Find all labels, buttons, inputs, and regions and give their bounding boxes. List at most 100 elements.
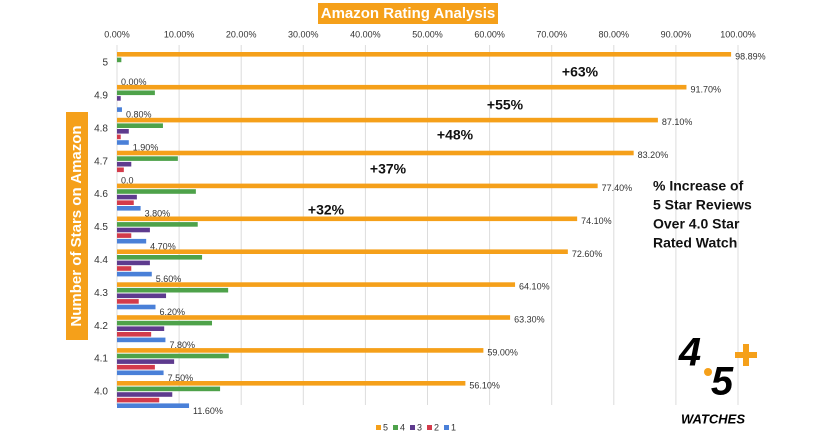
bar [117,84,687,90]
logo-plus [735,344,757,366]
bar [117,200,134,205]
value-label: 91.70% [690,84,721,94]
annotation: +32% [308,202,345,218]
value-label: 3.80% [145,208,171,218]
bar [117,129,129,134]
y-tick-label: 4.4 [94,255,108,266]
value-label: 63.30% [514,315,545,325]
bar [117,287,229,293]
title-box [318,3,498,24]
x-tick-label: 90.00% [661,29,692,39]
bar [117,392,173,397]
bar [117,326,165,331]
bar [117,266,132,271]
bar [117,107,122,112]
value-label: 83.20% [638,150,669,160]
bar [117,150,634,156]
x-tick-label: 20.00% [226,29,257,39]
note-line: Rated Watch [653,235,737,251]
bar [117,90,155,96]
y-tick-label: 4.5 [94,222,108,233]
value-label: 0.0 [121,175,134,185]
value-label: 64.10% [519,282,550,292]
x-tick-label: 40.00% [350,29,381,39]
bar [117,386,221,392]
x-tick-label: 100.00% [720,29,756,39]
note-line: % Increase of [653,178,744,194]
value-label: 0.00% [121,77,147,87]
value-label: 5.60% [156,274,182,284]
annotation: +55% [487,97,524,113]
x-tick-label: 50.00% [412,29,443,39]
bar [117,194,137,200]
note-line: 5 Star Reviews [653,197,752,213]
logo-4: 4 [678,331,701,375]
logo-5: 5 [711,360,734,404]
bar [117,381,466,386]
bar [117,282,516,287]
bar [117,348,484,353]
legend-label: 2 [434,422,439,432]
value-label: 74.10% [581,216,612,226]
bar [117,238,147,244]
bar [117,260,150,266]
y-tick-label: 4.3 [94,288,108,299]
y-tick-label: 4.9 [94,91,108,102]
bar [117,353,229,359]
bar [117,364,155,370]
bar [117,161,132,167]
legend-swatch [410,425,415,430]
bar [117,183,598,189]
bar [117,222,198,227]
bar [117,304,156,310]
bar [117,337,166,343]
y-tick-label: 5 [102,58,108,69]
logo-text: WATCHES [681,411,745,426]
value-label: 56.10% [469,380,500,390]
legend-swatch [444,425,449,430]
annotation: +37% [370,161,407,177]
bar [117,216,578,222]
bar [117,233,132,238]
annotation: +63% [562,64,599,80]
bar [117,227,150,233]
value-label: 0.80% [126,110,152,120]
x-tick-label: 80.00% [599,29,630,39]
bar [117,255,203,260]
value-label: 7.50% [168,373,194,383]
logo-dot [704,368,712,376]
y-tick-label: 4.8 [94,123,108,134]
bar [117,293,167,299]
x-tick-label: 70.00% [536,29,567,39]
legend-swatch [393,425,398,430]
bar [117,315,511,320]
value-label: 98.89% [735,51,766,61]
bar [117,397,160,403]
bar [117,140,129,145]
note-line: Over 4.0 Star [653,216,740,232]
bar [117,57,122,63]
chart-title: Amazon Rating Analysis [321,5,495,22]
x-tick-label: 0.00% [104,29,130,39]
bar [117,206,141,211]
bar [117,96,121,101]
value-label: 87.10% [662,117,693,127]
legend-label: 5 [383,422,388,432]
annotation: +48% [437,127,474,143]
bar [117,189,196,194]
value-label: 72.60% [572,249,603,259]
bar [117,320,213,326]
y-tick-label: 4.6 [94,189,108,200]
bar [117,299,139,304]
x-tick-label: 60.00% [474,29,505,39]
value-label: 4.70% [150,241,176,251]
x-tick-label: 30.00% [288,29,319,39]
bar [117,370,164,376]
bar [117,249,568,254]
bar [117,123,163,128]
bar [117,403,190,408]
legend-label: 3 [417,422,422,432]
bar [117,117,658,123]
bar [117,332,152,337]
y-label-box [66,112,88,340]
